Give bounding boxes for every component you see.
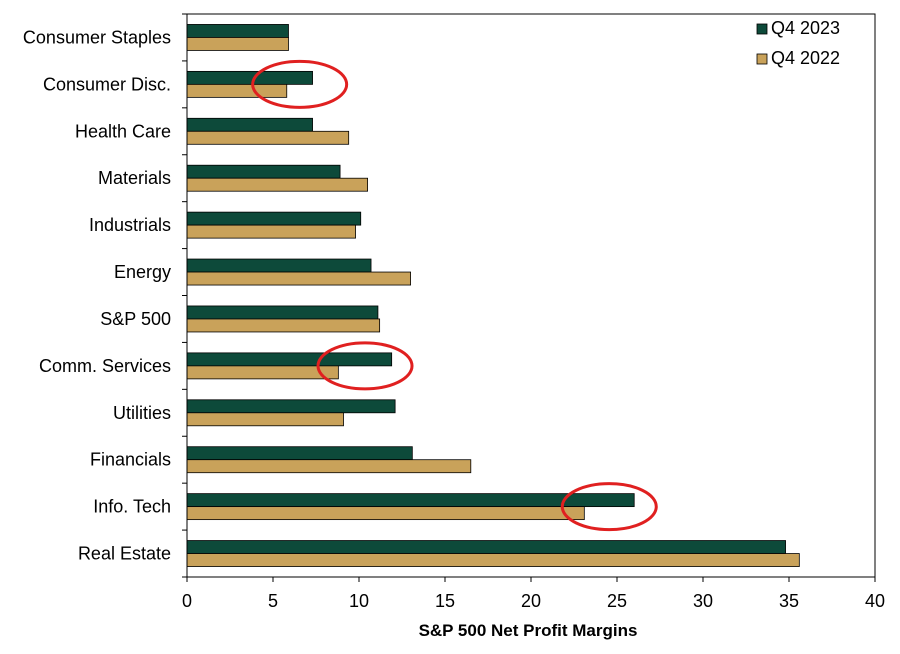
category-label: Comm. Services bbox=[39, 356, 171, 376]
x-tick-label: 10 bbox=[349, 591, 369, 611]
bar-q4-2023 bbox=[186, 70, 313, 85]
plot-frame bbox=[186, 13, 876, 578]
category-label: Utilities bbox=[113, 403, 171, 423]
x-tick-label: 30 bbox=[693, 591, 713, 611]
bar-q4-2022 bbox=[186, 130, 350, 145]
x-tick-label: 35 bbox=[779, 591, 799, 611]
bar-q4-2022 bbox=[186, 553, 800, 567]
bar-q4-2023 bbox=[186, 446, 413, 461]
category-label: Materials bbox=[98, 168, 171, 188]
x-tick-labels: 0 5 10 15 20 25 30 35 40 bbox=[182, 591, 885, 611]
bar-q4-2023 bbox=[186, 24, 289, 38]
category-labels: Consumer Staples Consumer Disc. Health Car… bbox=[23, 27, 171, 563]
bar-q4-2023 bbox=[186, 117, 313, 132]
x-tick-label: 15 bbox=[435, 591, 455, 611]
category-label: Health Care bbox=[75, 121, 171, 141]
x-tick-label: 0 bbox=[182, 591, 192, 611]
x-axis-title: S&P 500 Net Profit Margins bbox=[419, 621, 638, 640]
highlight-ellipse bbox=[251, 59, 349, 109]
x-tick-label: 25 bbox=[607, 591, 627, 611]
bar-q4-2022 bbox=[186, 271, 412, 286]
bar-q4-2023 bbox=[186, 352, 393, 367]
axes-layer bbox=[182, 13, 876, 582]
category-label: Industrials bbox=[89, 215, 171, 235]
bar-q4-2022 bbox=[186, 506, 585, 521]
bar-q4-2023 bbox=[186, 305, 379, 320]
legend-label: Q4 2022 bbox=[771, 48, 840, 68]
x-tick-label: 40 bbox=[865, 591, 885, 611]
bar-q4-2022 bbox=[186, 365, 339, 380]
bar-q4-2022 bbox=[186, 177, 369, 192]
x-tick-label: 5 bbox=[268, 591, 278, 611]
bar-q4-2022 bbox=[186, 412, 344, 427]
bar-q4-2023 bbox=[186, 540, 786, 554]
category-label: Financials bbox=[90, 450, 171, 470]
highlight-ellipse bbox=[560, 482, 658, 532]
bar-q4-2022 bbox=[186, 83, 288, 98]
category-label: S&P 500 bbox=[100, 309, 171, 329]
legend-label: Q4 2023 bbox=[771, 18, 840, 38]
legend: Q4 2023 Q4 2022 bbox=[756, 18, 840, 68]
category-label: Energy bbox=[114, 262, 171, 282]
bar-q4-2022 bbox=[186, 37, 289, 51]
legend-swatch bbox=[756, 53, 768, 65]
category-label: Consumer Disc. bbox=[43, 74, 171, 94]
legend-swatch bbox=[756, 23, 768, 35]
bar-q4-2023 bbox=[186, 399, 396, 414]
category-label: Consumer Staples bbox=[23, 27, 171, 47]
bar-q4-2022 bbox=[186, 459, 472, 474]
highlight-circles bbox=[251, 59, 658, 532]
bar-q4-2023 bbox=[186, 211, 362, 226]
bar-q4-2022 bbox=[186, 224, 356, 239]
x-tick-label: 20 bbox=[521, 591, 541, 611]
category-label: Info. Tech bbox=[93, 497, 171, 517]
bar-q4-2023 bbox=[186, 164, 341, 179]
highlight-ellipse bbox=[316, 341, 414, 391]
bar-q4-2022 bbox=[186, 318, 381, 333]
category-label: Real Estate bbox=[78, 544, 171, 564]
bar-q4-2023 bbox=[186, 258, 372, 273]
